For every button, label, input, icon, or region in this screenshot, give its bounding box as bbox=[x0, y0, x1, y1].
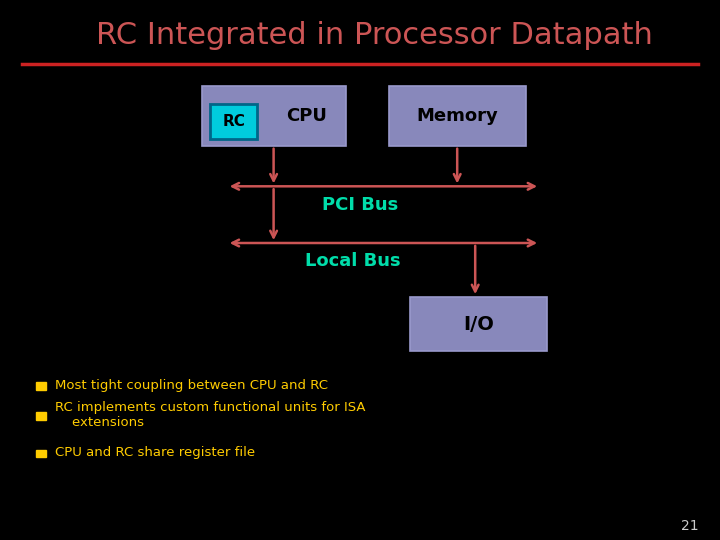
Text: 21: 21 bbox=[681, 519, 698, 534]
FancyBboxPatch shape bbox=[389, 86, 526, 146]
Text: Memory: Memory bbox=[416, 107, 498, 125]
Text: CPU: CPU bbox=[287, 107, 327, 125]
Text: CPU and RC share register file: CPU and RC share register file bbox=[55, 446, 256, 459]
Bar bbox=[36, 382, 46, 390]
Text: I/O: I/O bbox=[464, 314, 494, 334]
FancyBboxPatch shape bbox=[410, 297, 547, 351]
Text: Local Bus: Local Bus bbox=[305, 252, 400, 270]
FancyBboxPatch shape bbox=[202, 86, 346, 146]
Bar bbox=[36, 412, 46, 420]
FancyBboxPatch shape bbox=[210, 104, 257, 139]
Text: RC implements custom functional units for ISA
    extensions: RC implements custom functional units fo… bbox=[55, 401, 366, 429]
Text: PCI Bus: PCI Bus bbox=[322, 196, 398, 214]
Bar bbox=[36, 450, 46, 457]
Text: RC Integrated in Processor Datapath: RC Integrated in Processor Datapath bbox=[96, 21, 653, 50]
Text: Most tight coupling between CPU and RC: Most tight coupling between CPU and RC bbox=[55, 379, 328, 392]
Text: RC: RC bbox=[222, 114, 245, 129]
